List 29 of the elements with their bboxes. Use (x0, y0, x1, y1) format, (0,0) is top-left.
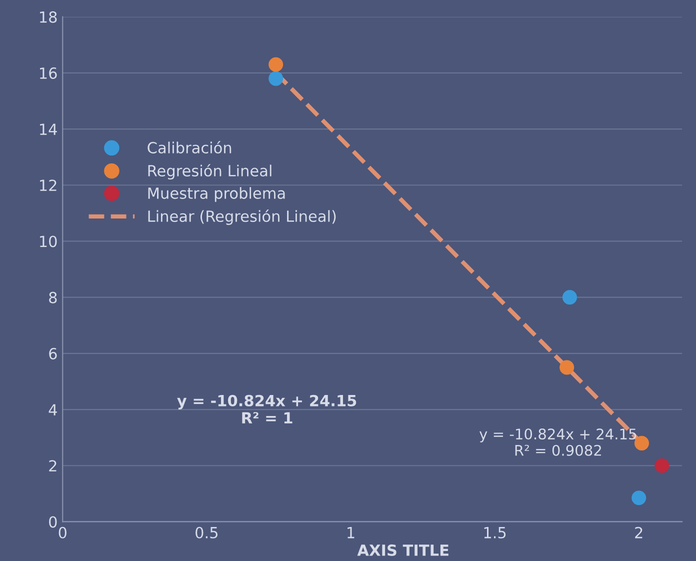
point (268, 71, 284, 86)
legend-label: Muestra problema (148, 187, 285, 202)
y-tick-label: 2 (49, 460, 56, 472)
y-tick-label: 8 (49, 292, 57, 304)
x-tick-label: 2 (635, 526, 642, 538)
y-tick-label: 10 (40, 236, 57, 248)
annotation: y = -10.824x + 24.15 R² = 0.9082 (479, 428, 636, 456)
point (268, 57, 284, 72)
point (560, 360, 574, 375)
y-tick-label: 12 (40, 180, 56, 191)
annotation: y = -10.824x + 24.15 R² = 1 (177, 394, 356, 424)
y-tick-label: 0 (49, 516, 57, 528)
x-tick-label: 1 (348, 527, 354, 538)
y-tick-label: 6 (49, 348, 57, 360)
point (632, 490, 646, 506)
legend-label: Linear (Regresión Lineal) (148, 210, 336, 225)
point (654, 458, 670, 473)
x-axis-title: AXIS TITLE (357, 544, 448, 556)
legend-label: Calibración (148, 141, 232, 154)
legend-label: Regresión Lineal (148, 164, 272, 180)
y-tick-label: 16 (40, 67, 57, 79)
x-tick-label: 0.5 (196, 526, 218, 538)
y-tick-label: 14 (40, 124, 57, 135)
x-tick-label: 1.5 (484, 527, 506, 538)
point (634, 436, 650, 450)
point (562, 290, 577, 305)
y-tick-label: 18 (40, 11, 57, 23)
x-tick-label: 0 (58, 526, 66, 538)
y-tick-label: 4 (48, 404, 57, 416)
